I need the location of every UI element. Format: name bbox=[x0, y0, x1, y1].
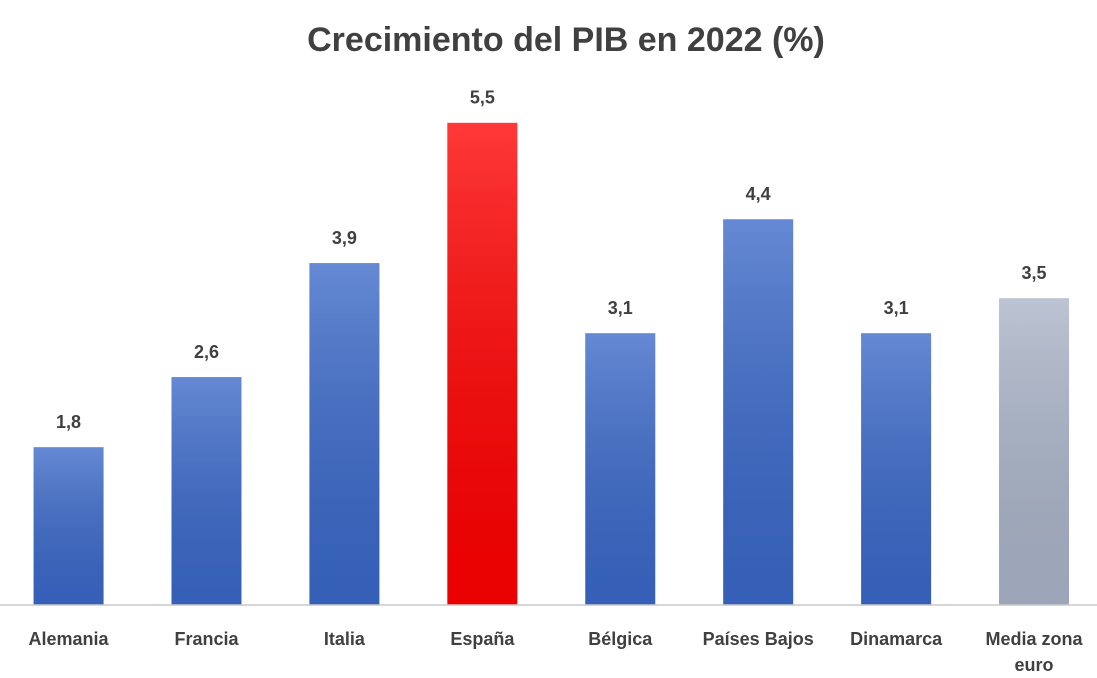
data-label: 3,1 bbox=[608, 298, 633, 318]
x-tick-label: Italia bbox=[323, 629, 365, 649]
chart-title: Crecimiento del PIB en 2022 (%) bbox=[307, 21, 825, 59]
data-label: 4,4 bbox=[746, 184, 771, 204]
x-tick-label: Bélgica bbox=[588, 629, 653, 649]
x-tick-label: Dinamarca bbox=[850, 629, 943, 649]
bar-shade bbox=[999, 298, 1070, 605]
bar-shade bbox=[309, 263, 380, 605]
bar-shade bbox=[447, 122, 518, 605]
data-label: 3,1 bbox=[884, 298, 909, 318]
bar-shade bbox=[33, 447, 104, 605]
bar-shade bbox=[171, 377, 242, 605]
bar-shade bbox=[723, 219, 794, 605]
bar-shade bbox=[585, 333, 656, 605]
data-label: 5,5 bbox=[470, 88, 495, 108]
data-label: 3,9 bbox=[332, 228, 357, 248]
x-tick-label: Países Bajos bbox=[702, 629, 814, 649]
x-tick-label: España bbox=[450, 629, 515, 649]
bar-shade bbox=[861, 333, 932, 605]
data-label: 2,6 bbox=[194, 342, 219, 362]
x-tick-label: Alemania bbox=[28, 629, 109, 649]
data-label: 3,5 bbox=[1022, 263, 1047, 283]
x-tick-label: Media zona euro bbox=[985, 629, 1083, 675]
x-tick-label: Francia bbox=[174, 629, 239, 649]
data-label: 1,8 bbox=[56, 412, 81, 432]
